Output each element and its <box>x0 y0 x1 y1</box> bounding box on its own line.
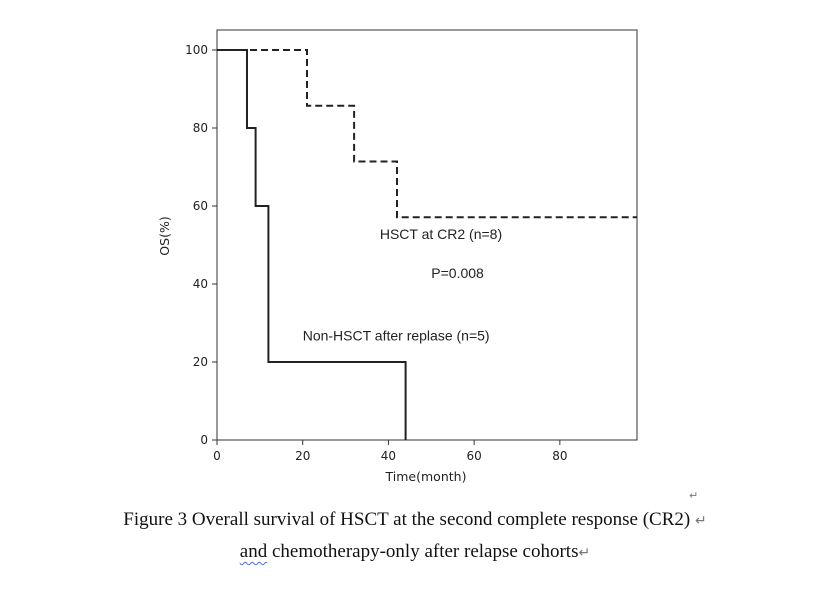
annotation-label: Non-HSCT after replase (n=5) <box>303 328 490 344</box>
y-tick-label: 100 <box>185 43 208 57</box>
caption-line-1: Figure 3 Overall survival of HSCT at the… <box>0 505 830 537</box>
axis-ticks: 0 20 40 60 80 0 20 40 60 80 100 <box>185 43 567 463</box>
spellcheck-word: and <box>239 541 268 562</box>
paragraph-mark: ↵ <box>694 514 707 529</box>
y-axis-title: OS(%) <box>157 216 172 255</box>
x-tick-label: 40 <box>381 449 396 463</box>
survival-chart: 0 20 40 60 80 0 20 40 60 80 100 HSCT at CR2 (n=8) P… <box>157 29 638 484</box>
y-tick-label: 60 <box>193 199 208 213</box>
annotation-label: HSCT at CR2 (n=8) <box>380 226 502 242</box>
caption-line-2: and chemotherapy-only after relapse coho… <box>0 537 830 569</box>
x-tick-label: 60 <box>467 449 482 463</box>
y-tick-label: 20 <box>193 355 208 369</box>
paragraph-mark: ↵ <box>578 546 591 561</box>
non-hsct-survival-line <box>217 49 407 440</box>
y-tick-label: 80 <box>193 121 208 135</box>
chart-annotations: HSCT at CR2 (n=8) P=0.008 Non-HSCT after r… <box>303 226 502 343</box>
x-tick-label: 0 <box>213 449 221 463</box>
y-tick-label: 40 <box>193 277 208 291</box>
x-tick-label: 20 <box>295 449 310 463</box>
caption-text-1: Figure 3 Overall survival of HSCT at the… <box>123 509 691 530</box>
caption-text-2: chemotherapy-only after relapse cohorts <box>267 541 579 562</box>
paragraph-mark: ↵ <box>689 489 699 502</box>
y-tick-label: 0 <box>200 433 208 447</box>
x-axis-title: Time(month) <box>385 469 467 484</box>
hsct-survival-line <box>217 49 637 219</box>
annotation-label: P=0.008 <box>431 265 484 281</box>
x-tick-label: 80 <box>552 449 567 463</box>
figure-caption: Figure 3 Overall survival of HSCT at the… <box>0 505 830 569</box>
chart-series <box>217 49 637 440</box>
plot-frame <box>216 29 638 441</box>
